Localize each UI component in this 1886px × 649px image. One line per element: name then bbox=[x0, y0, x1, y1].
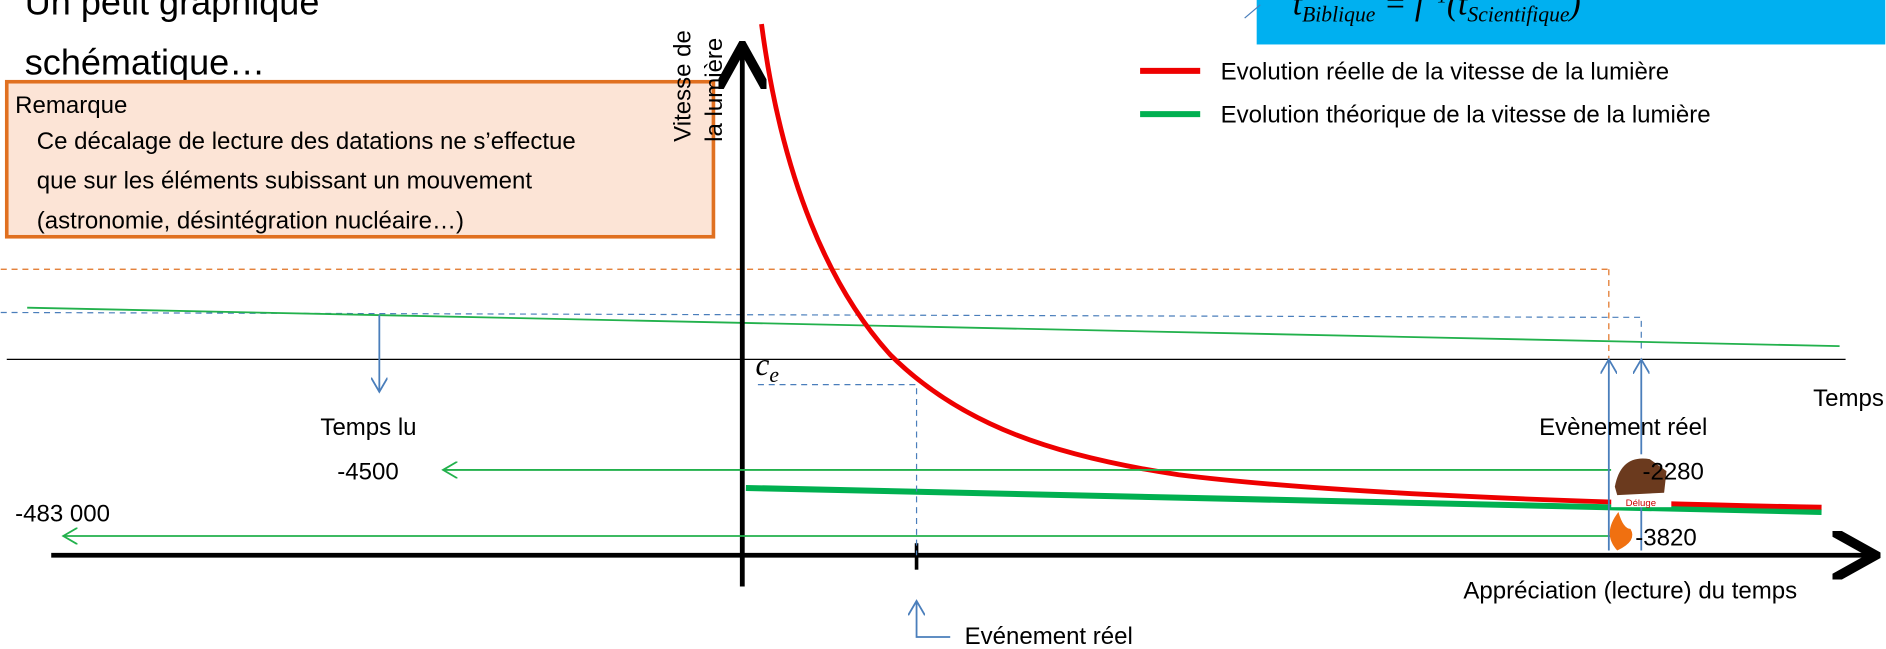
arrow bbox=[917, 601, 951, 638]
theoretical-read-line bbox=[27, 306, 1840, 348]
label: -4500 bbox=[337, 459, 398, 486]
label: -483 000 bbox=[15, 501, 110, 528]
ce-label: ce bbox=[756, 347, 780, 387]
ark bbox=[1614, 458, 1667, 496]
title: schématique… bbox=[25, 42, 265, 83]
label: Evènement réel bbox=[1539, 414, 1707, 441]
remark-text: (astronomie, désintégration nucléaire…) bbox=[37, 207, 464, 234]
title: Un petit graphique bbox=[25, 0, 320, 22]
label: Evénement réel bbox=[965, 623, 1133, 649]
legend-label: Evolution réelle de la vitesse de la lum… bbox=[1221, 58, 1670, 85]
fire-icon bbox=[1609, 511, 1633, 551]
theoretical-curve bbox=[745, 484, 1822, 515]
remark-box bbox=[4, 79, 716, 239]
remark-text: que sur les éléments subissant un mouvem… bbox=[37, 168, 533, 195]
x-axis-label: Appréciation (lecture) du temps bbox=[1463, 578, 1797, 605]
formula: tBiblique = f−1(tScientifique) bbox=[1293, 0, 1581, 27]
formula-arrow bbox=[1244, 4, 1261, 19]
real-curve bbox=[759, 23, 1822, 510]
deluge-label: Déluge bbox=[1626, 498, 1656, 509]
label: -3820 bbox=[1635, 525, 1696, 552]
dashed-line bbox=[757, 383, 918, 556]
y-axis-label: la lumière bbox=[701, 38, 728, 142]
remark-text: Ce décalage de lecture des datations ne … bbox=[37, 128, 576, 155]
y-axis-label: Vitesse de bbox=[670, 30, 697, 142]
dashed-line bbox=[0, 311, 1642, 349]
formula-box bbox=[1256, 0, 1886, 45]
label: Temps lu bbox=[320, 414, 416, 441]
legend-label: Evolution théorique de la vitesse de la … bbox=[1221, 102, 1711, 129]
label: Temps bbox=[1813, 385, 1884, 412]
label: -2280 bbox=[1642, 459, 1703, 486]
remark-title: Remarque bbox=[15, 92, 127, 119]
